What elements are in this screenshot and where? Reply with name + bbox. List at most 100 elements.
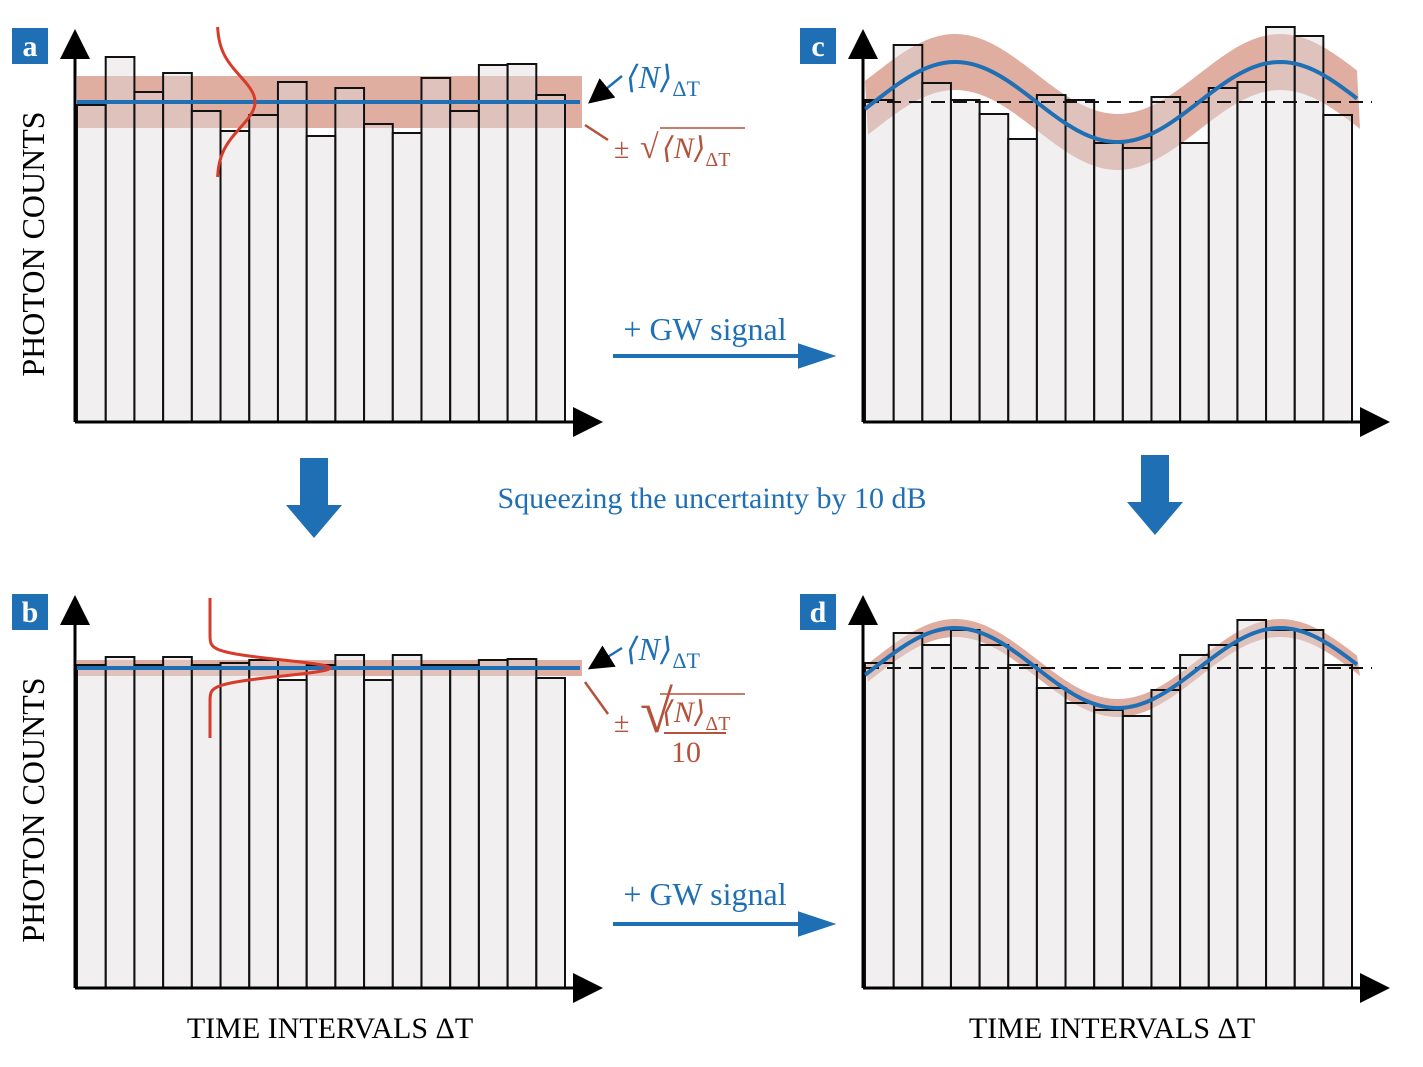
- noise-mean: ⟨N⟩ΔT: [662, 132, 731, 171]
- panel-label: c: [811, 30, 824, 63]
- noise-sign: ±: [614, 134, 629, 165]
- signal-curve: [863, 626, 1359, 710]
- noise-mean-subscript: ΔT: [705, 149, 730, 171]
- bar: [1179, 654, 1210, 989]
- bar: [391, 132, 423, 423]
- distribution-curve: [216, 26, 257, 178]
- bar: [449, 110, 480, 423]
- signal-arrow: [613, 343, 837, 369]
- bar: [1179, 142, 1210, 423]
- bar: [864, 662, 895, 989]
- bar: [248, 114, 279, 423]
- bar: [248, 659, 279, 989]
- bar: [1322, 664, 1353, 989]
- bar: [506, 63, 538, 423]
- mean-symbol: ⟨N⟩: [626, 631, 672, 667]
- mean-pointer: [587, 645, 623, 670]
- bar: [1093, 142, 1124, 423]
- bar: [535, 94, 567, 423]
- bar: [391, 654, 423, 989]
- noise-mean-symbol: ⟨N⟩: [662, 132, 705, 165]
- bar: [76, 104, 107, 423]
- x-axis-label: TIME INTERVALS ΔT: [187, 1012, 473, 1045]
- bar: [305, 135, 337, 423]
- distribution-curve: [208, 598, 333, 738]
- panel-label: d: [810, 596, 827, 629]
- bar: [305, 664, 337, 989]
- bar: [1007, 664, 1038, 989]
- bar: [1007, 138, 1038, 423]
- bar: [864, 99, 895, 423]
- mean-subscript: ΔT: [672, 648, 700, 673]
- bar: [133, 664, 165, 989]
- bar: [1265, 629, 1296, 989]
- y-axis-label: PHOTON COUNTS: [15, 111, 51, 376]
- down-arrow: [286, 458, 342, 538]
- mean-subscript: ΔT: [672, 76, 700, 101]
- bar: [190, 664, 222, 989]
- mean-label: ⟨N⟩ΔT: [626, 59, 700, 101]
- bar: [1293, 35, 1325, 423]
- panel-label-box: [12, 28, 48, 64]
- bar: [1293, 629, 1325, 989]
- bar: [104, 656, 136, 989]
- noise-pointer: [584, 123, 609, 142]
- bar: [921, 644, 952, 989]
- bar: [1150, 689, 1182, 989]
- bar: [420, 77, 452, 423]
- bar: [1064, 99, 1096, 423]
- bar: [1064, 702, 1096, 989]
- bar: [276, 81, 308, 423]
- bar: [363, 679, 394, 989]
- squeeze-label: Squeezing the uncertainty by 10 dB: [497, 482, 926, 515]
- bar: [978, 644, 1010, 989]
- bar: [162, 72, 193, 423]
- bar: [1035, 94, 1067, 423]
- noise-sign: ±: [614, 708, 629, 739]
- bar: [1207, 644, 1239, 989]
- noise-mean-subscript: ΔT: [705, 713, 730, 735]
- signal-label: + GW signal: [623, 876, 786, 912]
- panel-label: a: [23, 30, 38, 63]
- bar: [921, 82, 952, 423]
- bar: [76, 664, 107, 989]
- bar: [949, 99, 981, 423]
- mean-label: ⟨N⟩ΔT: [626, 631, 700, 673]
- bar: [506, 658, 538, 989]
- bar: [978, 113, 1010, 423]
- noise-mean-symbol: ⟨N⟩: [662, 696, 705, 729]
- panel-label: b: [22, 596, 39, 629]
- y-axis-label: PHOTON COUNTS: [15, 677, 51, 942]
- bar: [1322, 114, 1353, 423]
- bar: [276, 679, 308, 989]
- panel-label-box: [800, 594, 836, 630]
- bar: [190, 110, 222, 423]
- noise-mean: ⟨N⟩ΔT: [662, 696, 731, 735]
- x-axis-label: TIME INTERVALS ΔT: [969, 1012, 1255, 1045]
- panel-label-box: [12, 594, 48, 630]
- bar: [334, 654, 366, 989]
- bar: [1265, 26, 1296, 423]
- down-arrow: [1127, 455, 1183, 535]
- noise-denominator: 10: [671, 736, 701, 769]
- bar: [1207, 87, 1239, 423]
- bar: [1121, 715, 1153, 989]
- panel-label-box: [800, 28, 836, 64]
- bar: [334, 87, 366, 423]
- bar: [1236, 619, 1268, 989]
- bar: [477, 659, 509, 989]
- bar: [1093, 709, 1124, 989]
- bar: [162, 656, 193, 989]
- bar: [1236, 81, 1268, 423]
- mean-symbol: ⟨N⟩: [626, 59, 672, 95]
- bar: [892, 632, 924, 989]
- bar: [363, 123, 394, 423]
- bar: [949, 629, 981, 989]
- bar: [1150, 96, 1182, 423]
- bar: [1121, 147, 1153, 423]
- bar: [104, 56, 136, 423]
- signal-arrow: [613, 911, 837, 937]
- noise-root: √: [640, 129, 659, 166]
- signal-curve: [863, 60, 1359, 144]
